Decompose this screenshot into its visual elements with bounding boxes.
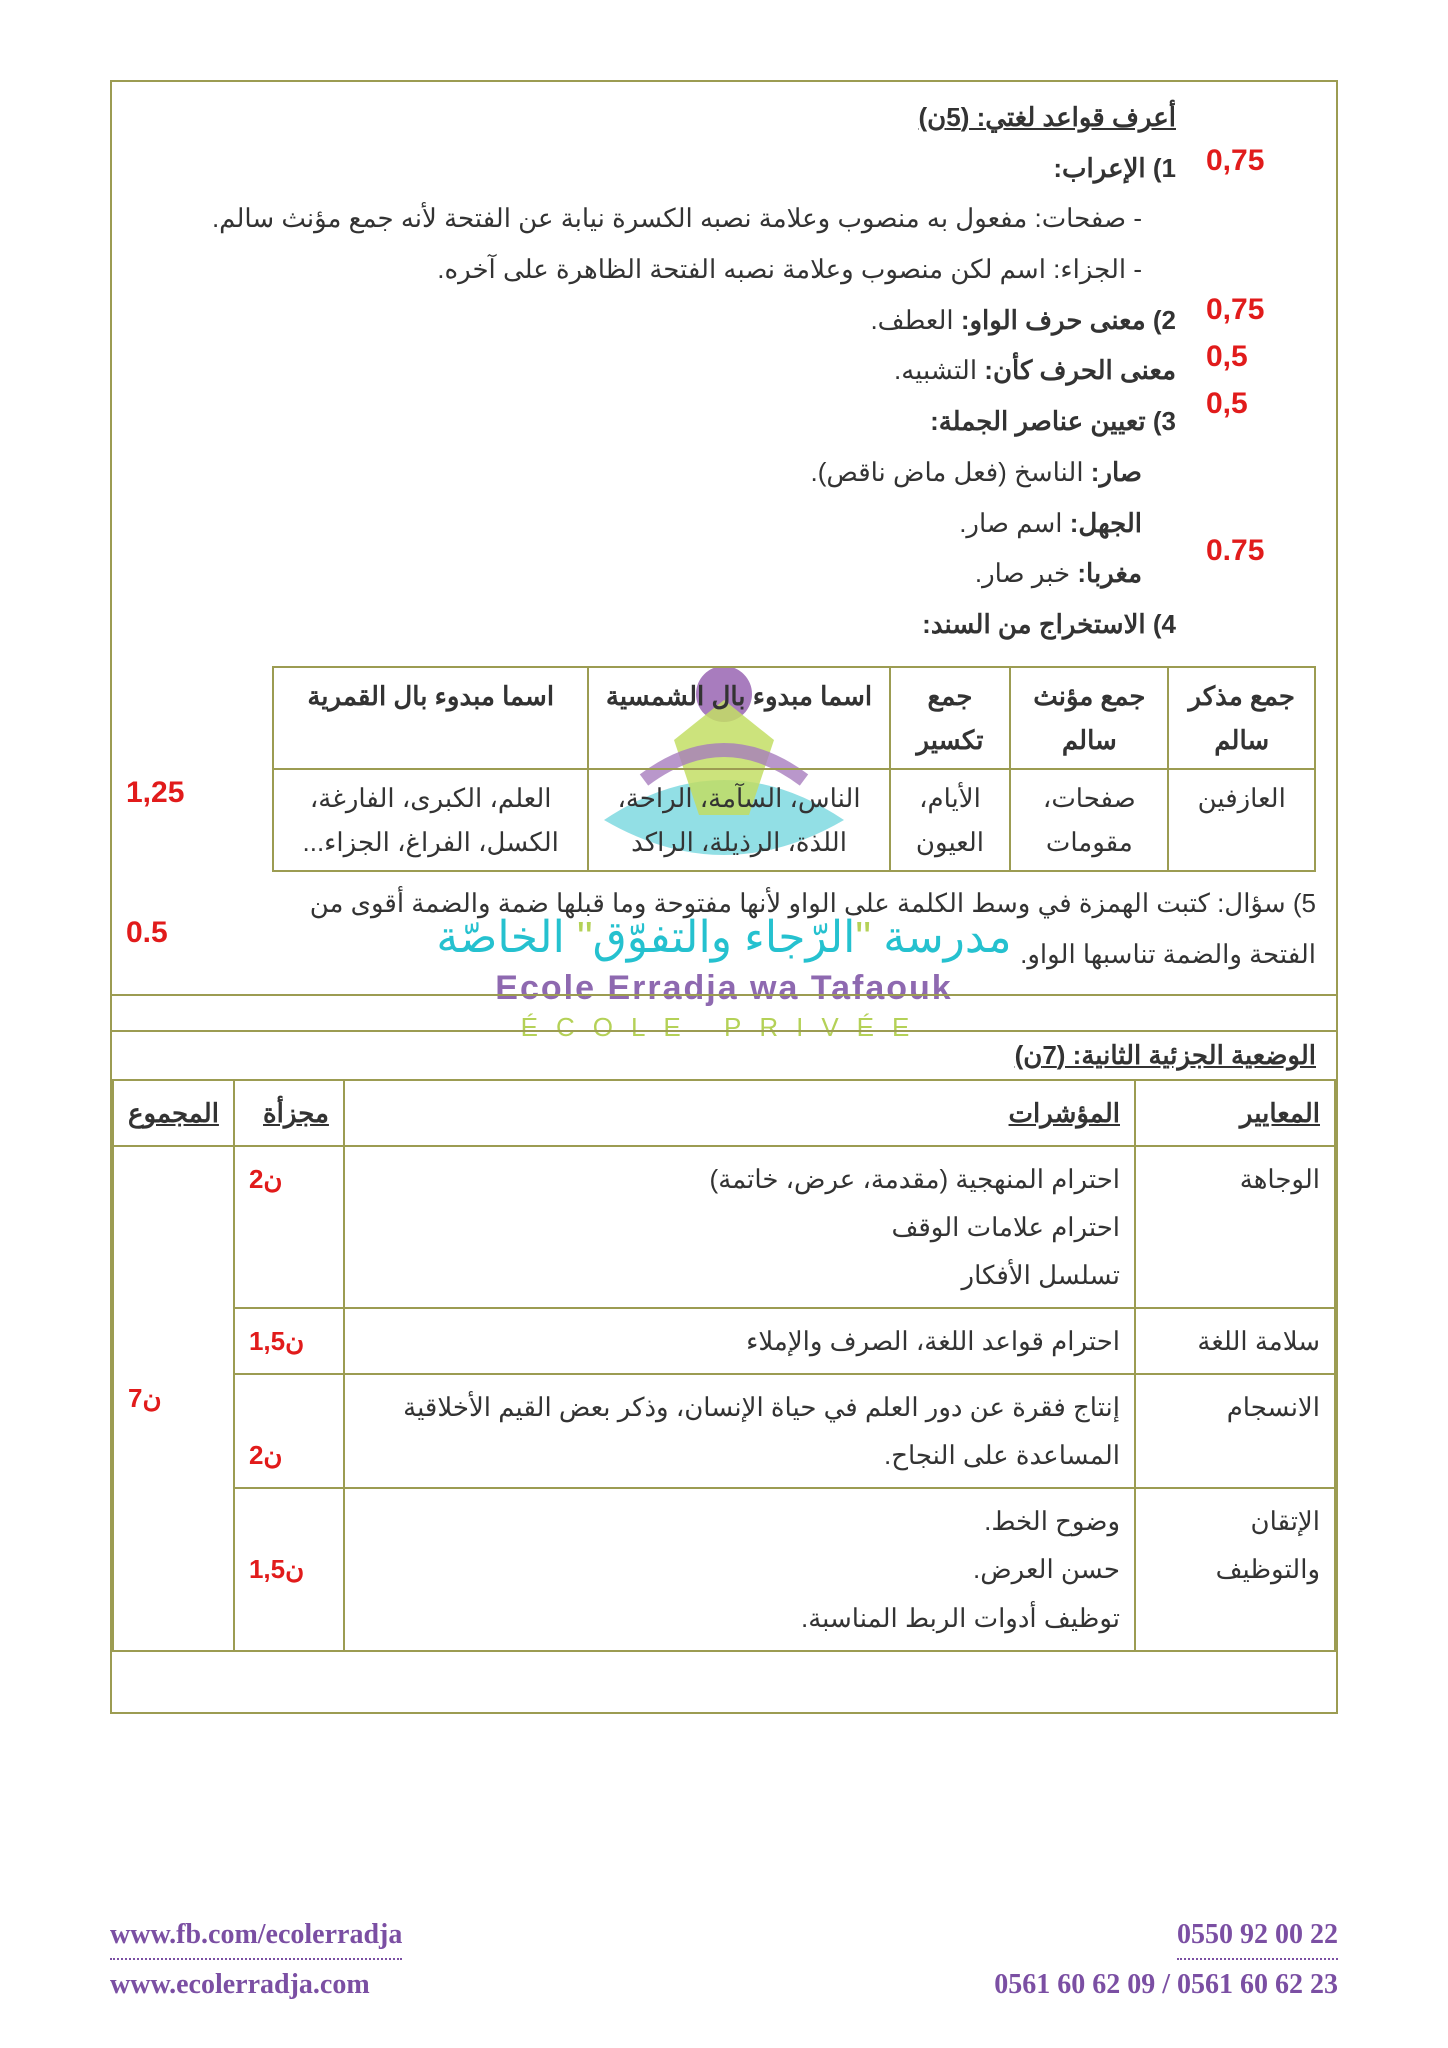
rb-h2: مجزأة [234,1080,344,1146]
item-1b: - الجزاء: اسم لكن منصوب وعلامة نصبه الفت… [122,244,1176,295]
item-3-label: 3) تعيين عناصر الجملة: [122,396,1176,447]
rb-score-1: 1,5ن [234,1308,344,1374]
rb-total: 7ن [113,1146,234,1651]
item-1-label: 1) الإعراب: [122,143,1176,194]
bottom-pad [112,1652,1336,1712]
rb-score-3: 1,5ن [234,1488,344,1650]
table-row: سلامة اللغة احترام قواعد اللغة، الصرف وا… [113,1308,1335,1374]
score-1: 0,75 [1206,144,1264,178]
ext-c2: الأيام، العيون [890,769,1011,871]
table-row: الوجاهة احترام المنهجية (مقدمة، عرض، خات… [113,1146,1335,1308]
spacer [112,994,1336,1030]
item-3c: مغربا: خبر صار. [122,548,1176,599]
extraction-table: جمع مذكر سالم جمع مؤنث سالم جمع تكسير اس… [272,666,1316,873]
ext-h1: جمع مؤنث سالم [1010,667,1168,769]
rb-crit-0: الوجاهة [1135,1146,1335,1308]
table-row: الإتقان والتوظيف وضوح الخط. حسن العرض. ت… [113,1488,1335,1650]
rb-ind-2: إنتاج فقرة عن دور العلم في حياة الإنسان،… [344,1374,1135,1488]
item-2b: معنى الحرف كأن: التشبيه. [122,345,1176,396]
rb-crit-3: الإتقان والتوظيف [1135,1488,1335,1650]
ext-h2: جمع تكسير [890,667,1011,769]
section-grammar-scores: 0,75 0,75 0,5 0,5 0.75 [1196,82,1336,662]
table-row: المعايير المؤشرات مجزأة المجموع [113,1080,1335,1146]
rb-h3: المجموع [113,1080,234,1146]
footer-left: www.fb.com/ecolerradja www.ecolerradja.c… [110,1914,402,2006]
rb-crit-1: سلامة اللغة [1135,1308,1335,1374]
ext-h0: جمع مذكر سالم [1168,667,1315,769]
section-grammar-content: أعرف قواعد لغتي: (5ن) 1) الإعراب: - صفحا… [112,82,1196,662]
score-2: 0,75 [1206,293,1264,327]
ext-h3: اسما مبدوء بال الشمسية [588,667,889,769]
item-2: 2) معنى حرف الواو: العطف. [122,295,1176,346]
score-6: 1,25 [126,776,184,809]
footer-site: www.ecolerradja.com [110,1969,370,2000]
rb-crit-2: الانسجام [1135,1374,1335,1488]
rb-h0: المعايير [1135,1080,1335,1146]
rb-ind-0: احترام المنهجية (مقدمة، عرض، خاتمة) احتر… [344,1146,1135,1308]
main-container: أعرف قواعد لغتي: (5ن) 1) الإعراب: - صفحا… [110,80,1338,1714]
footer-right: 0550 92 00 22 0561 60 62 09 / 0561 60 62… [994,1914,1338,2006]
ext-c0: العازفين [1168,769,1315,871]
rubric-table: المعايير المؤشرات مجزأة المجموع الوجاهة … [112,1079,1336,1652]
section-grammar: أعرف قواعد لغتي: (5ن) 1) الإعراب: - صفحا… [112,82,1336,662]
rb-score-0: 2ن [234,1146,344,1308]
ext-c3: الناس، السآمة، الراحة، اللذة، الرذيلة، ا… [588,769,889,871]
table-row: الانسجام إنتاج فقرة عن دور العلم في حياة… [113,1374,1335,1488]
item-3b: الجهل: اسم صار. [122,498,1176,549]
ext-c1: صفحات، مقومات [1010,769,1168,871]
extraction-wrap: 1,25 0.5 جمع مذكر سالم جمع مؤنث سالم جمع… [112,666,1336,994]
rb-ind-1: احترام قواعد اللغة، الصرف والإملاء [344,1308,1135,1374]
score-5: 0.75 [1206,534,1264,568]
sec1-title: أعرف قواعد لغتي: (5ن) [919,102,1176,132]
table-row: جمع مذكر سالم جمع مؤنث سالم جمع تكسير اس… [273,667,1315,769]
rb-h1: المؤشرات [344,1080,1135,1146]
item-3a: صار: الناسخ (فعل ماض ناقص). [122,447,1176,498]
ext-c4: العلم، الكبرى، الفارغة، الكسل، الفراغ، ا… [273,769,588,871]
sec2-title-row: الوضعية الجزئية الثانية: (7ن) [112,1030,1336,1079]
page-footer: www.fb.com/ecolerradja www.ecolerradja.c… [110,1914,1338,2006]
item-1a: - صفحات: مفعول به منصوب وعلامة نصبه الكس… [122,193,1176,244]
item-5: 5) سؤال: كتبت الهمزة في وسط الكلمة على ا… [132,872,1316,993]
score-3: 0,5 [1206,340,1248,374]
sec2-title: الوضعية الجزئية الثانية: (7ن) [1015,1040,1316,1070]
footer-fb: www.fb.com/ecolerradja [110,1914,402,1960]
table-row: العازفين صفحات، مقومات الأيام، العيون ال… [273,769,1315,871]
score-4: 0,5 [1206,387,1248,421]
rb-score-2: 2ن [234,1374,344,1488]
item-4-label: 4) الاستخراج من السند: [122,599,1176,650]
ext-h4: اسما مبدوء بال القمرية [273,667,588,769]
score-7: 0.5 [126,916,168,949]
footer-phone2: 0561 60 62 09 / 0561 60 62 23 [994,1969,1338,2000]
footer-phone1: 0550 92 00 22 [1177,1914,1338,1960]
rb-ind-3: وضوح الخط. حسن العرض. توظيف أدوات الربط … [344,1488,1135,1650]
